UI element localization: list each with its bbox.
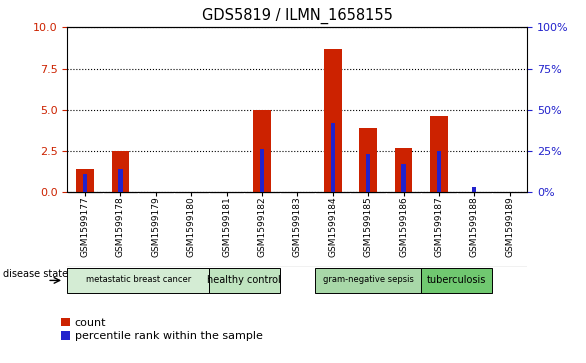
Text: GSM1599182: GSM1599182 [257, 196, 267, 257]
Text: GSM1599179: GSM1599179 [151, 196, 161, 257]
Bar [260, 150, 264, 192]
Text: GSM1599186: GSM1599186 [399, 196, 408, 257]
Text: GSM1599177: GSM1599177 [81, 196, 90, 257]
Bar [118, 169, 122, 192]
Bar [421, 268, 492, 293]
Legend: count, percentile rank within the sample: count, percentile rank within the sample [61, 318, 263, 341]
Bar [111, 151, 130, 192]
Bar [209, 268, 280, 293]
Text: GSM1599178: GSM1599178 [116, 196, 125, 257]
Text: GSM1599189: GSM1599189 [505, 196, 514, 257]
Text: GSM1599180: GSM1599180 [187, 196, 196, 257]
Bar [83, 174, 87, 192]
Bar [366, 154, 370, 192]
Text: GSM1599183: GSM1599183 [293, 196, 302, 257]
Text: GSM1599185: GSM1599185 [364, 196, 373, 257]
Bar [430, 117, 448, 192]
Title: GDS5819 / ILMN_1658155: GDS5819 / ILMN_1658155 [202, 8, 393, 24]
Text: disease state: disease state [4, 269, 69, 279]
Bar [76, 169, 94, 192]
Text: GSM1599188: GSM1599188 [470, 196, 479, 257]
Bar [324, 49, 342, 192]
Bar [331, 123, 335, 192]
Bar [437, 151, 441, 192]
Bar [253, 110, 271, 192]
Bar [395, 148, 413, 192]
Text: GSM1599187: GSM1599187 [434, 196, 444, 257]
Bar [315, 268, 421, 293]
Text: tuberculosis: tuberculosis [427, 275, 486, 285]
Bar [359, 128, 377, 192]
Text: healthy control: healthy control [207, 275, 281, 285]
Bar [401, 164, 406, 192]
Text: metastatic breast cancer: metastatic breast cancer [86, 276, 191, 284]
Bar [472, 187, 476, 192]
Bar [67, 268, 209, 293]
Text: GSM1599184: GSM1599184 [328, 196, 338, 257]
Text: GSM1599181: GSM1599181 [222, 196, 231, 257]
Text: gram-negative sepsis: gram-negative sepsis [323, 276, 414, 284]
